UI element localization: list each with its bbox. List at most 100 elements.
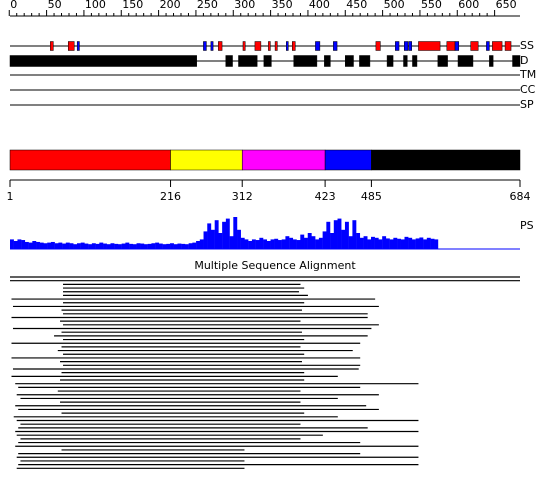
track-label: SP bbox=[520, 98, 534, 111]
ps-bar bbox=[423, 239, 428, 249]
ps-bar bbox=[125, 242, 130, 249]
ps-bar bbox=[341, 229, 346, 249]
ps-bar bbox=[106, 244, 111, 249]
helix bbox=[67, 41, 75, 51]
ps-bar bbox=[233, 217, 238, 249]
ps-bar bbox=[378, 239, 383, 249]
ps-bar bbox=[397, 238, 401, 249]
ps-bar bbox=[65, 242, 70, 249]
ruler-label: 350 bbox=[272, 0, 293, 11]
strand bbox=[315, 41, 321, 51]
strand bbox=[486, 41, 490, 51]
disorder bbox=[412, 55, 418, 67]
ps-bar bbox=[348, 236, 353, 249]
ps-bar bbox=[210, 229, 215, 249]
strand bbox=[454, 41, 460, 51]
ps-bar bbox=[132, 244, 137, 249]
ps-bar bbox=[158, 243, 163, 249]
ps-bar bbox=[143, 244, 148, 249]
ps-bar bbox=[289, 237, 294, 249]
domain bbox=[241, 149, 326, 171]
disorder bbox=[238, 55, 258, 67]
track-label: SS bbox=[520, 39, 534, 52]
ps-bar bbox=[400, 239, 405, 249]
ps-bar bbox=[110, 243, 115, 249]
ps-bar bbox=[296, 240, 301, 249]
ps-bar bbox=[374, 237, 379, 249]
ruler-label: 450 bbox=[346, 0, 367, 11]
ps-bar bbox=[129, 243, 134, 249]
disorder bbox=[345, 55, 354, 67]
ps-bar bbox=[248, 241, 253, 249]
ps-bar bbox=[326, 221, 331, 249]
domain bbox=[9, 149, 171, 171]
ps-bar bbox=[10, 239, 14, 249]
ps-bar bbox=[367, 239, 372, 249]
ps-bar bbox=[333, 220, 338, 249]
ps-bar bbox=[404, 236, 409, 249]
ps-bar bbox=[371, 236, 375, 249]
ps-bar bbox=[285, 236, 290, 249]
ps-bar bbox=[207, 223, 212, 249]
ps-bar bbox=[103, 243, 107, 249]
ruler-label: 50 bbox=[48, 0, 62, 11]
ps-bar bbox=[359, 237, 364, 249]
ps-bar bbox=[32, 241, 37, 249]
ps-bar bbox=[151, 243, 156, 249]
ps-bar bbox=[307, 233, 312, 249]
ps-bar bbox=[222, 221, 227, 249]
ruler-label: 0 bbox=[10, 0, 17, 11]
ps-bar bbox=[147, 243, 152, 249]
domain-label: 312 bbox=[232, 190, 253, 203]
ps-bar bbox=[76, 243, 81, 249]
ps-bar bbox=[382, 236, 387, 249]
ruler-label: 550 bbox=[421, 0, 442, 11]
ps-bar bbox=[277, 240, 282, 249]
ps-bar bbox=[199, 239, 204, 249]
ps-label: PS bbox=[520, 219, 534, 232]
msa-title: Multiple Sequence Alignment bbox=[194, 259, 356, 272]
ps-bar bbox=[17, 239, 22, 249]
ps-bar bbox=[315, 239, 320, 249]
ps-bar bbox=[385, 238, 390, 249]
ps-bar bbox=[330, 233, 334, 249]
domain bbox=[324, 149, 372, 171]
disorder bbox=[489, 55, 494, 67]
ps-bar bbox=[237, 229, 241, 249]
ps-bar bbox=[39, 242, 44, 249]
ruler-label: 150 bbox=[122, 0, 143, 11]
ruler-label: 650 bbox=[496, 0, 517, 11]
ps-bar bbox=[54, 243, 59, 249]
ps-bar bbox=[363, 236, 368, 249]
disorder bbox=[403, 55, 408, 67]
ps-bar bbox=[43, 243, 48, 249]
ps-bar bbox=[62, 243, 67, 249]
ps-bar bbox=[21, 240, 26, 249]
ps-bar bbox=[28, 242, 33, 249]
ps-bar bbox=[251, 239, 256, 249]
ruler-label: 600 bbox=[458, 0, 479, 11]
domain-label: 1 bbox=[7, 190, 14, 203]
ps-bar bbox=[73, 244, 78, 249]
helix bbox=[446, 41, 456, 51]
ps-bar bbox=[177, 243, 182, 249]
ps-bar bbox=[229, 236, 234, 249]
ps-bar bbox=[415, 238, 420, 249]
helix bbox=[274, 41, 278, 51]
ps-bar bbox=[140, 243, 145, 249]
ps-bar bbox=[270, 239, 275, 249]
ps-bar bbox=[344, 221, 349, 249]
ps-bar bbox=[84, 243, 89, 249]
strand bbox=[286, 41, 289, 51]
ps-bar bbox=[259, 237, 264, 249]
disorder bbox=[293, 55, 318, 67]
ps-bar bbox=[337, 218, 342, 249]
domain-label: 485 bbox=[361, 190, 382, 203]
ps-bar bbox=[274, 238, 279, 249]
ps-bar bbox=[114, 243, 119, 249]
ps-bar bbox=[430, 238, 435, 249]
ps-bar bbox=[196, 241, 201, 249]
track-label: CC bbox=[520, 83, 536, 96]
ruler-label: 500 bbox=[384, 0, 405, 11]
